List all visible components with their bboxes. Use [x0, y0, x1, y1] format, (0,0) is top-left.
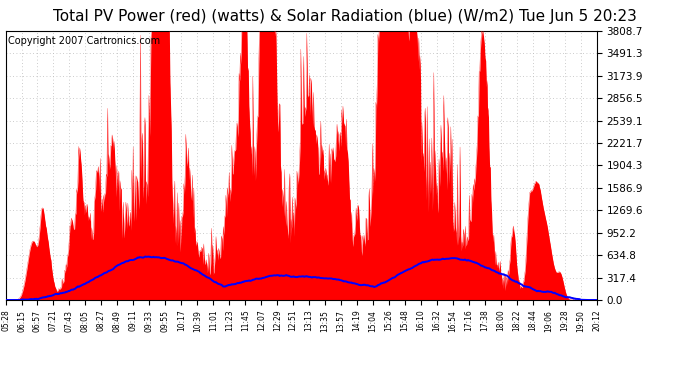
- Text: Copyright 2007 Cartronics.com: Copyright 2007 Cartronics.com: [8, 36, 161, 46]
- Text: Total PV Power (red) (watts) & Solar Radiation (blue) (W/m2) Tue Jun 5 20:23: Total PV Power (red) (watts) & Solar Rad…: [53, 9, 637, 24]
